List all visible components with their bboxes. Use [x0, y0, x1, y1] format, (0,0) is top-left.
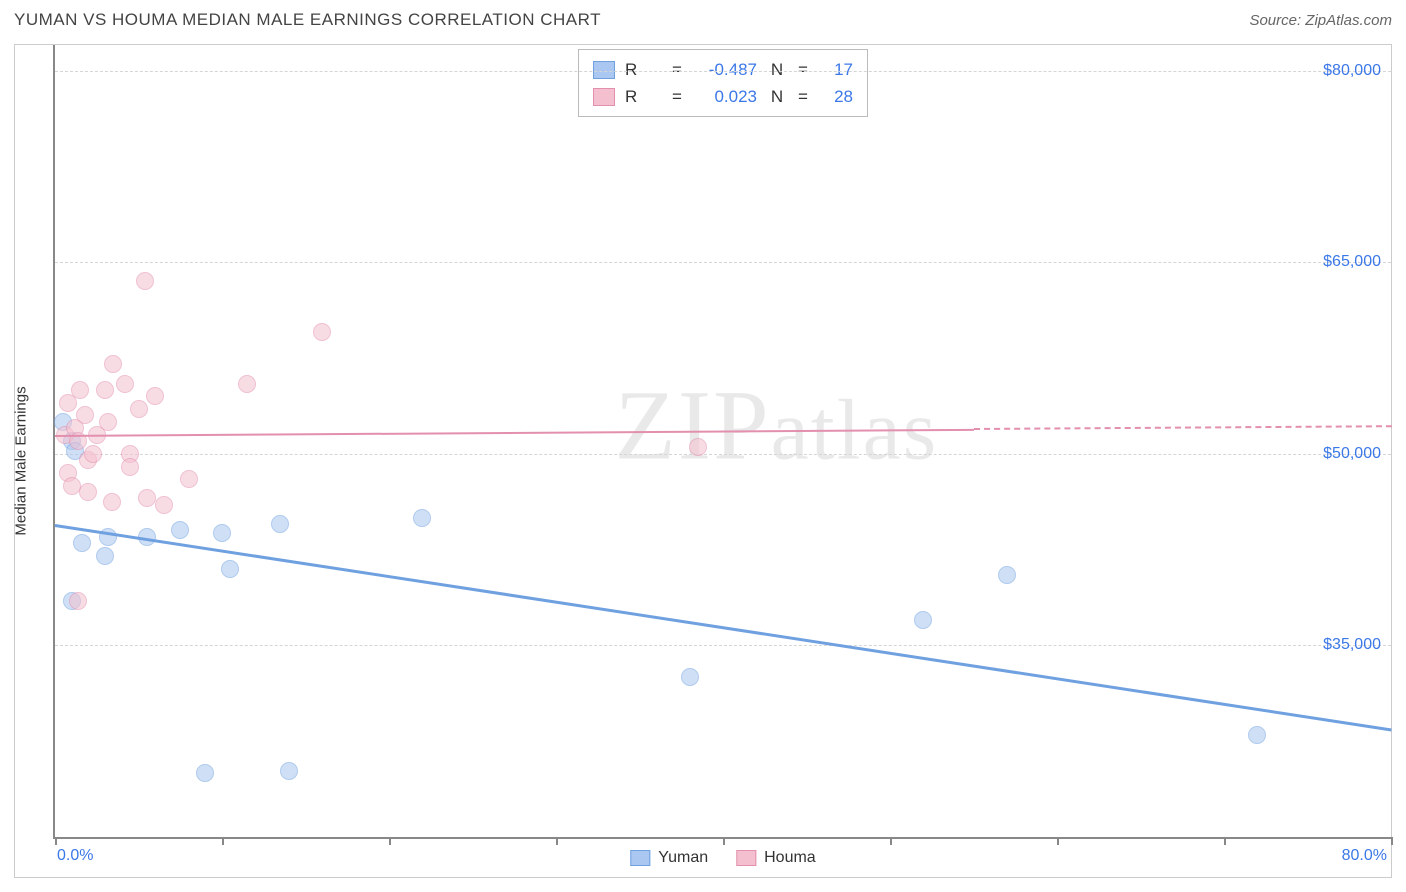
data-point [96, 547, 114, 565]
gridline [55, 645, 1391, 646]
x-tick [1391, 837, 1393, 845]
x-axis-min: 0.0% [57, 847, 93, 865]
data-point [79, 483, 97, 501]
data-point [998, 566, 1016, 584]
data-point [221, 560, 239, 578]
x-axis-max: 80.0% [1342, 847, 1387, 865]
data-point [138, 489, 156, 507]
chart-title: YUMAN VS HOUMA MEDIAN MALE EARNINGS CORR… [14, 10, 601, 30]
x-tick [1057, 837, 1059, 845]
x-tick [556, 837, 558, 845]
data-point [73, 534, 91, 552]
data-point [238, 375, 256, 393]
data-point [96, 381, 114, 399]
y-tick-label: $80,000 [1323, 62, 1381, 80]
plot-area: ZIPatlas R=-0.487N=17R=0.023N=28 YumanHo… [53, 45, 1391, 839]
trend-line [973, 426, 1391, 431]
legend-item: Houma [736, 849, 816, 867]
data-point [280, 762, 298, 780]
data-point [196, 764, 214, 782]
data-point [1248, 726, 1266, 744]
data-point [63, 477, 81, 495]
watermark: ZIPatlas [615, 368, 939, 483]
trend-line [55, 524, 1391, 731]
data-point [213, 524, 231, 542]
trend-line [55, 428, 974, 436]
legend-series: Yuman Houma [630, 849, 815, 867]
gridline [55, 262, 1391, 263]
chart-container: Median Male Earnings ZIPatlas R=-0.487N=… [14, 44, 1392, 878]
y-axis-label: Median Male Earnings [13, 386, 30, 535]
x-tick [890, 837, 892, 845]
data-point [136, 272, 154, 290]
data-point [413, 509, 431, 527]
data-point [69, 592, 87, 610]
data-point [84, 445, 102, 463]
data-point [103, 493, 121, 511]
data-point [689, 438, 707, 456]
data-point [146, 387, 164, 405]
data-point [130, 400, 148, 418]
data-point [171, 521, 189, 539]
x-tick [723, 837, 725, 845]
data-point [71, 381, 89, 399]
data-point [121, 458, 139, 476]
source-label: Source: ZipAtlas.com [1249, 12, 1392, 29]
data-point [180, 470, 198, 488]
data-point [681, 668, 699, 686]
y-tick-label: $50,000 [1323, 445, 1381, 463]
y-tick-label: $65,000 [1323, 253, 1381, 271]
x-tick [1224, 837, 1226, 845]
x-tick [222, 837, 224, 845]
y-tick-label: $35,000 [1323, 636, 1381, 654]
x-tick [55, 837, 57, 845]
legend-row: R=0.023N=28 [593, 83, 853, 110]
data-point [271, 515, 289, 533]
x-tick [389, 837, 391, 845]
data-point [313, 323, 331, 341]
data-point [104, 355, 122, 373]
gridline [55, 71, 1391, 72]
legend-correlation: R=-0.487N=17R=0.023N=28 [578, 49, 868, 117]
data-point [914, 611, 932, 629]
legend-item: Yuman [630, 849, 708, 867]
data-point [155, 496, 173, 514]
gridline [55, 454, 1391, 455]
data-point [99, 413, 117, 431]
data-point [116, 375, 134, 393]
data-point [76, 406, 94, 424]
